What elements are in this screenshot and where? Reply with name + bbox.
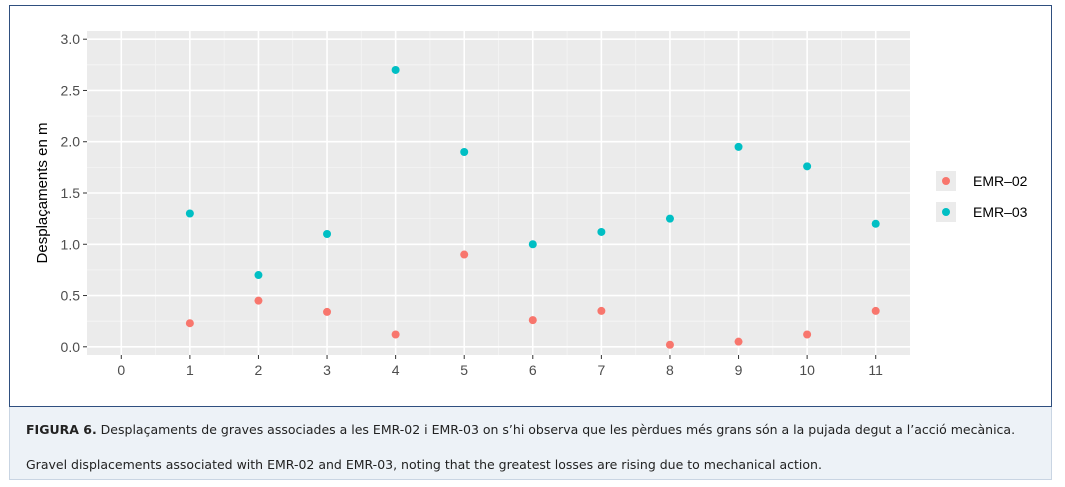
legend-label: EMR–02 <box>973 173 1028 189</box>
data-point-series-1 <box>185 319 194 328</box>
x-tick-label: 11 <box>868 362 883 378</box>
y-axis-title: Desplaçaments en m <box>34 123 51 264</box>
x-tick-label: 0 <box>117 362 125 378</box>
data-point-series-2 <box>665 214 674 223</box>
y-tick-label: 2.5 <box>61 82 81 98</box>
data-point-series-1 <box>460 250 469 259</box>
data-point-series-2 <box>871 219 880 228</box>
data-point-series-2 <box>460 147 469 156</box>
x-tick-label: 7 <box>597 362 605 378</box>
y-tick-label: 3.0 <box>61 31 81 47</box>
data-point-series-1 <box>323 307 332 316</box>
data-point-series-2 <box>323 230 332 239</box>
data-point-series-2 <box>597 227 606 236</box>
figure-frame: 0.0 0.5 1.0 1.5 2.0 2.5 3.0 0 1 2 3 4 5 6 7 8 9 10 11 Des… <box>9 5 1052 407</box>
data-point-series-2 <box>528 240 537 249</box>
data-point-series-1 <box>528 316 537 325</box>
data-point-series-1 <box>803 330 812 339</box>
x-tick-label: 9 <box>735 362 743 378</box>
scatter-chart: 0.0 0.5 1.0 1.5 2.0 2.5 3.0 0 1 2 3 4 5 6 7 8 9 10 11 Des… <box>34 31 1032 378</box>
y-tick-label: 1.5 <box>61 185 81 201</box>
data-point-series-2 <box>185 209 194 218</box>
y-tick-label: 0.0 <box>61 339 81 355</box>
y-tick-label: 1.0 <box>61 236 81 252</box>
data-points <box>185 65 880 349</box>
y-axis: 0.0 0.5 1.0 1.5 2.0 2.5 3.0 <box>61 31 87 355</box>
legend: EMR–02 EMR–03 <box>930 166 1032 230</box>
legend-key-marker <box>942 208 950 216</box>
x-tick-label: 4 <box>392 362 400 378</box>
x-tick-label: 6 <box>529 362 537 378</box>
data-point-series-1 <box>734 337 743 346</box>
y-tick-label: 2.0 <box>61 134 81 150</box>
legend-key-marker <box>942 177 950 185</box>
data-point-series-1 <box>597 306 606 315</box>
x-tick-label: 5 <box>460 362 468 378</box>
data-point-series-1 <box>254 296 263 305</box>
data-point-series-1 <box>871 306 880 315</box>
x-axis: 0 1 2 3 4 5 6 7 8 9 10 11 <box>117 355 883 378</box>
caption-catalan: FIGURA 6. Desplaçaments de graves associ… <box>26 422 1015 437</box>
figure-caption: FIGURA 6. Desplaçaments de graves associ… <box>9 407 1052 480</box>
x-tick-label: 8 <box>666 362 674 378</box>
data-point-series-2 <box>391 65 400 74</box>
data-point-series-2 <box>803 162 812 171</box>
x-tick-label: 2 <box>255 362 263 378</box>
y-tick-label: 0.5 <box>61 288 81 304</box>
data-point-series-1 <box>665 340 674 349</box>
data-point-series-1 <box>391 330 400 339</box>
figure-label: FIGURA 6. <box>26 422 97 437</box>
legend-label: EMR–03 <box>973 204 1028 220</box>
data-point-series-2 <box>734 142 743 151</box>
caption-catalan-text: Desplaçaments de graves associades a les… <box>96 422 1016 437</box>
caption-english: Gravel displacements associated with EMR… <box>26 457 822 472</box>
x-tick-label: 3 <box>323 362 331 378</box>
data-point-series-2 <box>254 271 263 280</box>
x-tick-label: 1 <box>186 362 194 378</box>
x-tick-label: 10 <box>799 362 815 378</box>
